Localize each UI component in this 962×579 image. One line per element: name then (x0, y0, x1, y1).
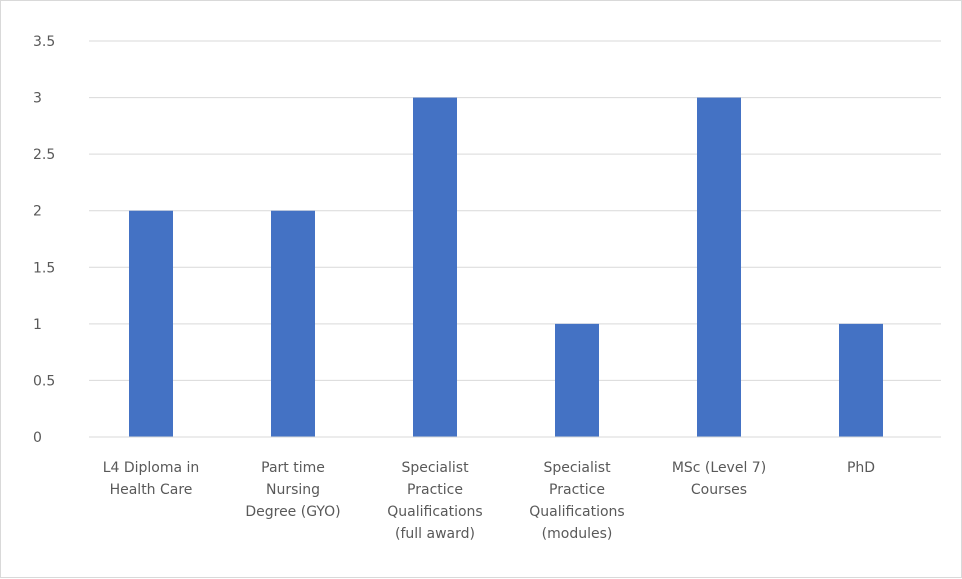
x-category-label-line: Health Care (110, 482, 193, 498)
bar (697, 97, 741, 438)
x-category-label: MSc (Level 7) Courses (672, 460, 766, 498)
x-category-label-line: Practice (549, 482, 605, 498)
y-tick-label: 2.5 (33, 147, 55, 163)
x-category-label-line: Qualifications (387, 504, 482, 520)
x-category-label: Part time Nursing Degree (GYO) (245, 460, 340, 520)
x-category-label-line: (full award) (395, 526, 475, 542)
y-tick-label: 0.5 (33, 373, 55, 389)
x-category-label-line: Part time (261, 460, 325, 476)
bar (271, 210, 315, 437)
y-tick-label: 1 (33, 317, 42, 333)
bar (413, 97, 457, 438)
x-category-label: L4 Diploma in Health Care (103, 460, 200, 498)
bar (555, 323, 599, 437)
y-tick-label: 0 (33, 430, 42, 446)
x-category-label-line: Nursing (266, 482, 320, 498)
x-category-label-line: Specialist (543, 460, 611, 476)
bars (129, 97, 883, 438)
bar (129, 210, 173, 437)
x-category-label-line: Degree (GYO) (245, 504, 340, 520)
x-category-label-line: PhD (847, 460, 875, 476)
bar (839, 323, 883, 437)
x-category-label: Specialist Practice Qualifications (full aw… (387, 460, 482, 542)
x-category-label-line: Courses (691, 482, 747, 498)
y-tick-label: 3 (33, 91, 42, 107)
x-category-label-line: Practice (407, 482, 463, 498)
x-category-label: Specialist Practice Qualifications (modules… (529, 460, 624, 542)
y-tick-label: 2 (33, 204, 42, 220)
x-category-label-line: (modules) (542, 526, 613, 542)
y-axis-tick-labels: 0 0.5 1 1.5 2 2.5 3 3.5 (33, 34, 55, 446)
y-tick-label: 1.5 (33, 260, 55, 276)
x-category-label-line: L4 Diploma in (103, 460, 200, 476)
x-category-label-line: MSc (Level 7) (672, 460, 766, 476)
x-category-label-line: Qualifications (529, 504, 624, 520)
y-tick-label: 3.5 (33, 34, 55, 50)
gridlines (89, 40, 941, 381)
x-category-label-line: Specialist (401, 460, 469, 476)
x-axis-category-labels: L4 Diploma in Health Care Part time Nursing… (103, 460, 875, 542)
x-category-label: PhD (847, 460, 875, 476)
